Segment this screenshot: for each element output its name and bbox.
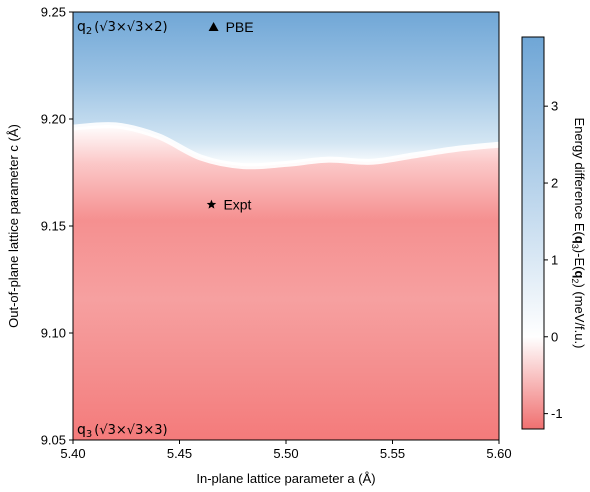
x-axis: 5.40 5.45 5.50 5.55 5.60 [60,440,512,461]
point-label-pbe: PBE [226,19,254,35]
x-tick-label: 5.40 [60,446,85,461]
colorbar-label-q2-sub: 2 [570,278,580,283]
x-tick-label: 5.60 [486,446,511,461]
region-label-q2: q2 (√3×√3×2) [77,19,168,37]
x-tick-label: 5.55 [380,446,405,461]
colorbar-label-prefix: Energy difference E( [572,118,587,237]
colorbar-label-q3-sub: 3 [570,244,580,249]
y-axis: 9.05 9.10 9.15 9.20 9.25 [41,5,73,448]
phase-boundary [73,122,499,170]
region-label-q3: q3 (√3×√3×3) [77,422,168,440]
colorbar-tick-label: 0 [551,329,558,344]
y-axis-label: Out-of-plane lattice parameter c (Å) [6,124,21,328]
colorbar-ticks: -1 0 1 2 3 [544,99,563,421]
point-label-expt: Expt [223,197,251,213]
x-axis-label: In-plane lattice parameter a (Å) [196,471,375,486]
heatmap-region-q3 [73,125,499,440]
colorbar-gradient [521,36,545,430]
heatmap-field [73,12,499,440]
colorbar-tick-label: 1 [551,252,558,267]
x-tick-label: 5.50 [273,446,298,461]
colorbar-tick-label: 2 [551,176,558,191]
data-points: PBE Expt [206,19,254,213]
y-tick-label: 9.05 [41,433,66,448]
heatmap-region-q2 [73,12,499,167]
colorbar-label-mid: )-E( [572,249,587,271]
colorbar-label-suffix: ) (meV/f.u.) [572,283,587,348]
y-tick-label: 9.20 [41,112,66,127]
region-labels: q2 (√3×√3×2) q3 (√3×√3×3) [77,19,168,440]
y-tick-label: 9.10 [41,326,66,341]
pbe-marker [208,21,219,31]
y-tick-label: 9.15 [41,219,66,234]
x-tick-label: 5.45 [167,446,192,461]
colorbar-label-q3: q [572,236,587,244]
colorbar-tick-label: -1 [551,406,563,421]
expt-marker [206,199,217,209]
colorbar-label-q2: q [572,270,587,278]
colorbar-tick-label: 3 [551,99,558,114]
y-tick-label: 9.25 [41,5,66,20]
colorbar-label: Energy difference E(q3)-E(q2) (meV/f.u.) [570,118,587,349]
